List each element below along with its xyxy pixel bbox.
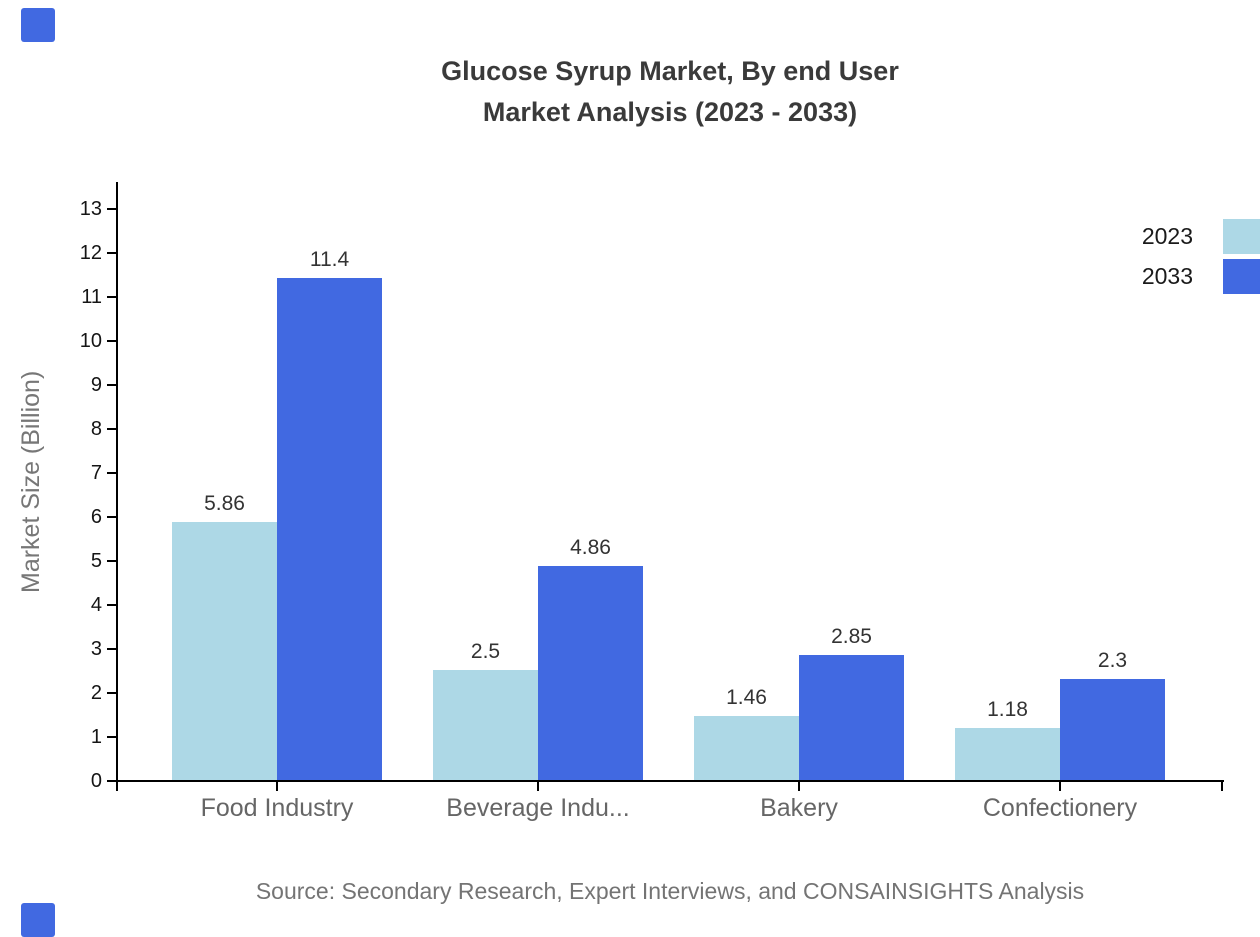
x-axis-line (116, 780, 1224, 782)
x-category-label-beverage-indu: Beverage Indu... (446, 794, 630, 822)
y-tick-label: 10 (79, 330, 102, 352)
y-tick-label: 1 (90, 726, 102, 748)
legend-label-2023: 2023 (1141, 223, 1193, 249)
bar-value-label: 2.5 (470, 640, 501, 663)
bar-2023-beverage-indu (433, 670, 538, 780)
brand-square-top-icon (21, 8, 55, 42)
legend-item-2033: 2033 (1100, 258, 1260, 295)
legend-item-2023: 2023 (1100, 218, 1260, 255)
y-tick (107, 384, 116, 386)
bar-value-label: 4.86 (570, 536, 611, 559)
x-tick (276, 782, 278, 791)
brand-square-bottom-icon (21, 903, 55, 937)
bar-2033-beverage-indu (538, 566, 643, 780)
y-tick (107, 648, 116, 650)
x-category-label-confectionery: Confectionery (982, 794, 1138, 822)
y-tick-label: 12 (79, 242, 102, 264)
y-tick (107, 208, 116, 210)
bar-value-label: 1.46 (726, 686, 767, 709)
y-tick (107, 472, 116, 474)
y-tick-label: 6 (90, 506, 102, 528)
x-tick (798, 782, 800, 791)
y-tick (107, 780, 116, 782)
y-tick-label: 0 (90, 770, 102, 792)
bar-value-label: 2.3 (1097, 649, 1128, 672)
y-tick-label: 11 (81, 286, 102, 308)
legend-swatch-2023 (1223, 219, 1260, 254)
y-tick (107, 516, 116, 518)
y-tick (107, 428, 116, 430)
x-tick (1221, 782, 1223, 791)
legend-swatch-2033 (1223, 259, 1260, 294)
source-note: Source: Secondary Research, Expert Inter… (80, 877, 1260, 905)
chart-title: Glucose Syrup Market, By end User Market… (80, 51, 1260, 133)
y-tick (107, 560, 116, 562)
x-tick (1059, 782, 1061, 791)
y-tick (107, 736, 116, 738)
bar-2023-bakery (694, 716, 799, 780)
bar-value-label: 1.18 (987, 698, 1028, 721)
y-tick (107, 692, 116, 694)
x-category-label-food-industry: Food Industry (200, 794, 354, 822)
y-tick-label: 4 (90, 594, 102, 616)
y-tick-label: 8 (90, 418, 102, 440)
bar-value-label: 5.86 (204, 492, 245, 515)
chart-title-line2: Market Analysis (2023 - 2033) (482, 97, 858, 127)
y-tick-label: 13 (79, 198, 102, 220)
y-tick-label: 2 (90, 682, 102, 704)
y-axis-label: Market Size (Billion) (17, 370, 45, 593)
y-tick-label: 5 (90, 550, 102, 572)
y-tick-label: 7 (90, 462, 102, 484)
y-tick-label: 3 (90, 638, 102, 660)
y-axis-line (116, 182, 118, 782)
bar-2033-food-industry (277, 278, 382, 780)
y-tick (107, 604, 116, 606)
x-category-label-bakery: Bakery (760, 794, 838, 822)
y-tick (107, 340, 116, 342)
x-tick (537, 782, 539, 791)
y-tick (107, 296, 116, 298)
y-tick (107, 252, 116, 254)
bar-value-label: 2.85 (831, 625, 872, 648)
legend-label-2033: 2033 (1141, 263, 1193, 289)
bar-2033-confectionery (1060, 679, 1165, 780)
y-tick-label: 9 (90, 374, 102, 396)
bar-value-label: 11.4 (309, 248, 350, 271)
bar-2023-confectionery (955, 728, 1060, 780)
chart-title-line1: Glucose Syrup Market, By end User (441, 56, 899, 86)
x-tick (116, 782, 118, 791)
source-text: Source: Secondary Research, Expert Inter… (255, 878, 1085, 904)
bar-2033-bakery (799, 655, 904, 780)
bar-2023-food-industry (172, 522, 277, 780)
